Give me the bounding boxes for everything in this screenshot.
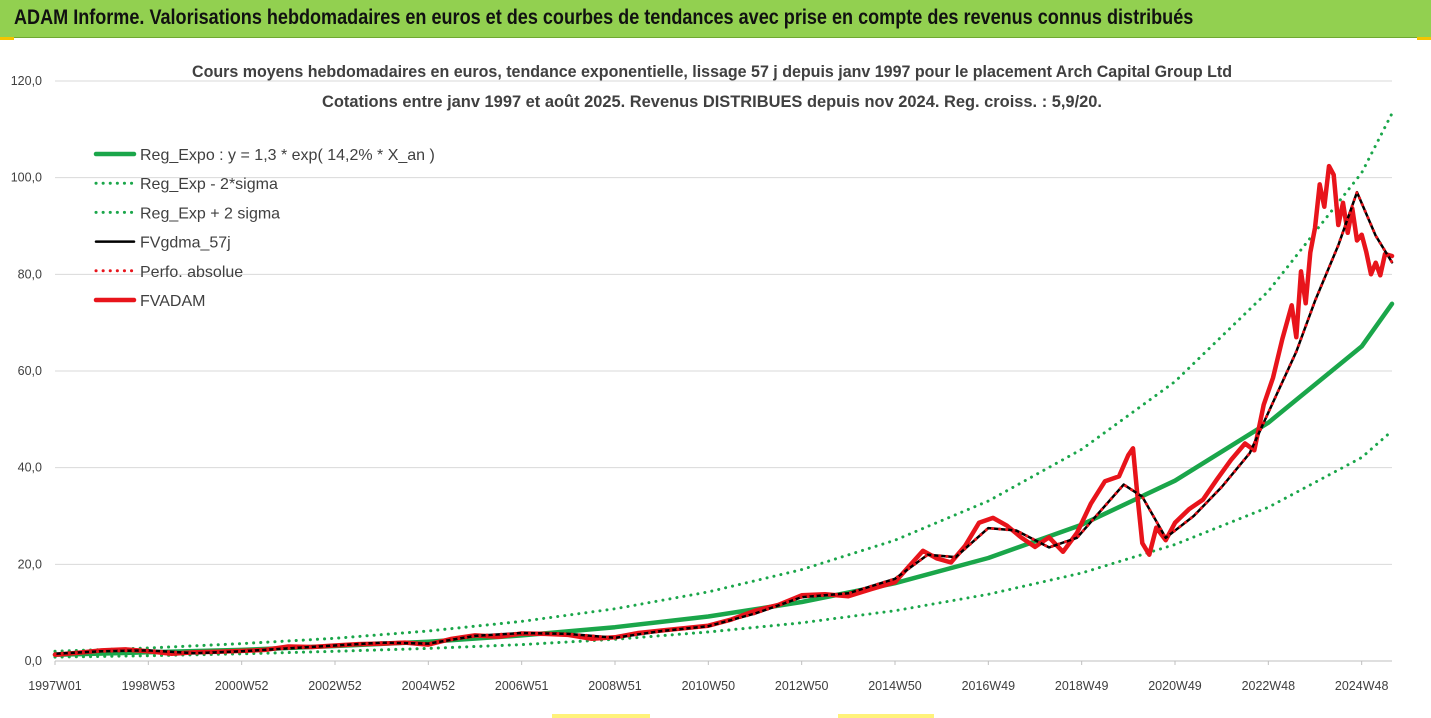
x-tick-label: 1998W53 [122, 679, 176, 693]
series-line-3 [53, 111, 1394, 653]
y-tick-label: 80,0 [18, 267, 42, 281]
legend-label: Reg_Exp + 2 sigma [140, 205, 280, 222]
y-tick-label: 60,0 [18, 364, 42, 378]
selection-handle-right[interactable] [838, 714, 934, 718]
legend-label: Reg_Expo : y = 1,3 * exp( 14,2% * X_an ) [140, 147, 435, 164]
banner-title: ADAM Informe. Valorisations hebdomadaire… [14, 6, 1194, 29]
x-tick-label: 2006W51 [495, 679, 549, 693]
x-tick-label: 2024W48 [1335, 679, 1389, 693]
plot-area [52, 111, 1395, 659]
series-line-1 [52, 301, 1395, 657]
banner: ADAM Informe. Valorisations hebdomadaire… [0, 0, 1431, 38]
chart-title: Cours moyens hebdomadaires en euros, ten… [192, 62, 1232, 81]
x-tick-label: 1997W01 [28, 679, 82, 693]
legend-label: FVgdma_57j [140, 235, 231, 252]
x-tick-label: 2016W49 [962, 679, 1016, 693]
x-tick-label: 2014W50 [868, 679, 922, 693]
grid [55, 80, 1392, 565]
corner-marker-left [0, 37, 14, 40]
y-tick-label: 20,0 [18, 557, 42, 571]
legend-label: FVADAM [140, 293, 205, 310]
y-tick-label: 0,0 [25, 654, 42, 668]
corner-marker-right [1417, 37, 1431, 40]
series-line-4 [53, 190, 1394, 656]
x-tick-label: 2008W51 [588, 679, 642, 693]
x-tick-label: 2000W52 [215, 679, 269, 693]
ticks: 0,0 20,0 40,0 60,0 80,0 100,0 120,0 1997W01 1998… [11, 74, 1389, 693]
x-tick-label: 2020W49 [1148, 679, 1202, 693]
series-line-6 [52, 163, 1395, 657]
legend-label: Reg_Exp - 2*sigma [140, 176, 278, 193]
y-tick-label: 100,0 [11, 171, 42, 185]
y-tick-label: 40,0 [18, 461, 42, 475]
chart-subtitle: Cotations entre janv 1997 et août 2025. … [322, 92, 1102, 111]
x-tick-label: 2002W52 [308, 679, 362, 693]
x-tick-label: 2012W50 [775, 679, 829, 693]
x-tick-label: 2018W49 [1055, 679, 1109, 693]
legend: Reg_Expo : y = 1,3 * exp( 14,2% * X_an )… [93, 147, 435, 310]
x-tick-label: 2010W50 [682, 679, 736, 693]
legend-label: Perfo. absolue [140, 264, 243, 281]
selection-handle-left[interactable] [552, 714, 650, 718]
x-tick-label: 2022W48 [1242, 679, 1296, 693]
y-tick-label: 120,0 [11, 74, 42, 88]
series-line-5 [53, 190, 1394, 656]
series-line-2 [53, 429, 1394, 659]
x-tick-label: 2004W52 [402, 679, 456, 693]
